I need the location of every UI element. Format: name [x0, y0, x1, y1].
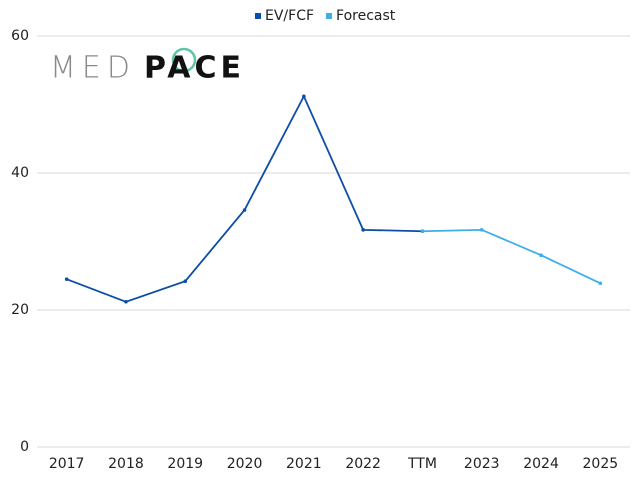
point: [183, 279, 188, 284]
logo-ring: [171, 47, 197, 73]
series-line: [422, 228, 601, 285]
logo-right: PACE: [144, 51, 245, 86]
series-line: [66, 94, 423, 303]
y-tick-label: 20: [11, 302, 29, 318]
point: [479, 228, 484, 232]
point: [361, 228, 365, 232]
point: [539, 253, 543, 257]
x-tick-label: 2018: [108, 456, 144, 472]
x-tick-label: 2025: [583, 456, 619, 472]
point: [598, 281, 603, 286]
y-tick-label: 40: [11, 165, 29, 181]
x-tick-label: 2021: [286, 456, 322, 472]
x-tick-label: 2024: [523, 456, 559, 472]
point: [302, 94, 306, 99]
y-tick-label: 0: [20, 439, 29, 455]
logo: MED PACE: [50, 47, 245, 86]
point: [124, 299, 128, 304]
y-tick-label: 60: [11, 28, 29, 44]
plot: 0 20 40 60 2017 2018 2019 2020 2021 2022 TTM 2023 20…: [11, 8, 630, 472]
legend-label: Forecast: [336, 8, 396, 24]
point: [420, 229, 425, 234]
point: [64, 277, 69, 281]
point: [242, 208, 247, 212]
legend-swatch: [326, 13, 333, 19]
x-tick-label: 2022: [345, 456, 381, 472]
x-tick-label: 2020: [227, 456, 263, 472]
x-tick-label: 2017: [49, 456, 85, 472]
logo-left: MED: [50, 51, 136, 86]
x-tick-label: 2023: [464, 456, 500, 472]
legend-swatch: [255, 13, 261, 19]
x-tick-label: TTM: [407, 456, 437, 472]
x-tick-label: 2019: [167, 456, 203, 472]
legend-label: EV/FCF: [265, 8, 314, 24]
